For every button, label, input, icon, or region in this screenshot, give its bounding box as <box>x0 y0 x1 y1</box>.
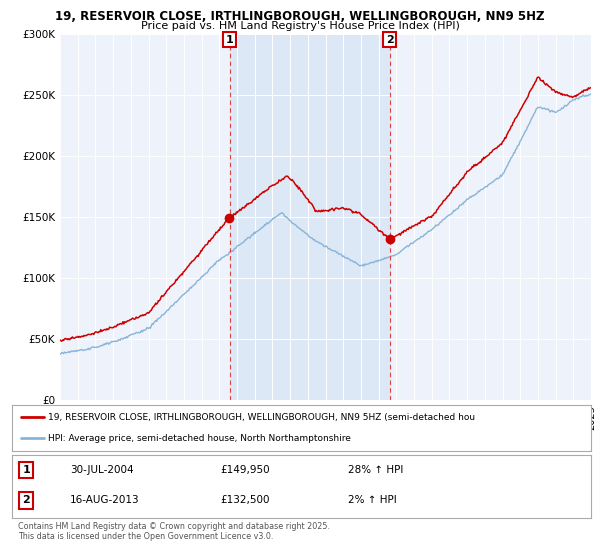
Text: 28% ↑ HPI: 28% ↑ HPI <box>348 465 403 475</box>
Text: £132,500: £132,500 <box>220 496 270 506</box>
Text: 2: 2 <box>386 35 394 45</box>
Text: 1: 1 <box>226 35 233 45</box>
Text: 2: 2 <box>23 496 31 506</box>
Text: 16-AUG-2013: 16-AUG-2013 <box>70 496 140 506</box>
Text: 30-JUL-2004: 30-JUL-2004 <box>70 465 134 475</box>
Text: 19, RESERVOIR CLOSE, IRTHLINGBOROUGH, WELLINGBOROUGH, NN9 5HZ: 19, RESERVOIR CLOSE, IRTHLINGBOROUGH, WE… <box>55 10 545 23</box>
Text: Price paid vs. HM Land Registry's House Price Index (HPI): Price paid vs. HM Land Registry's House … <box>140 21 460 31</box>
Text: Contains HM Land Registry data © Crown copyright and database right 2025.
This d: Contains HM Land Registry data © Crown c… <box>18 522 330 542</box>
Text: 19, RESERVOIR CLOSE, IRTHLINGBOROUGH, WELLINGBOROUGH, NN9 5HZ (semi-detached hou: 19, RESERVOIR CLOSE, IRTHLINGBOROUGH, WE… <box>48 413 475 422</box>
Text: 2% ↑ HPI: 2% ↑ HPI <box>348 496 397 506</box>
Text: £149,950: £149,950 <box>220 465 270 475</box>
Bar <box>230 34 389 400</box>
Text: 1: 1 <box>23 465 31 475</box>
Text: HPI: Average price, semi-detached house, North Northamptonshire: HPI: Average price, semi-detached house,… <box>48 434 351 443</box>
